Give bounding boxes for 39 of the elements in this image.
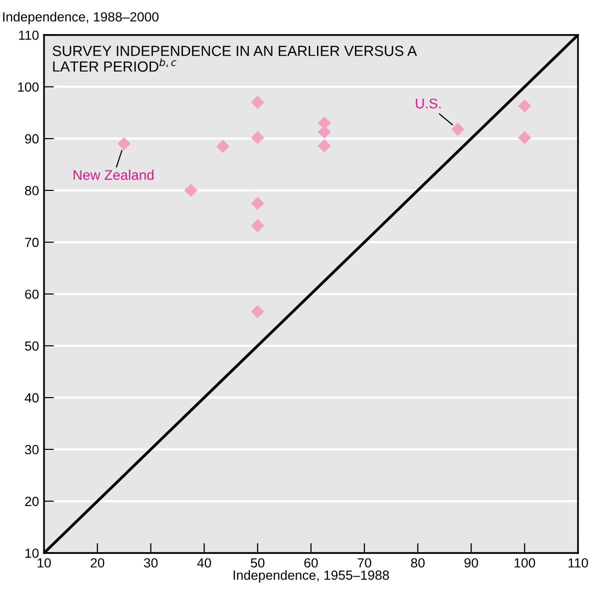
x-tick-label: 60	[304, 558, 318, 568]
text: SURVEY INDEPENDENCE IN AN EARLIER VERSUS A LATER PERIOD$^{b,c}$	[52, 46, 417, 72]
y-tick-label: 20	[25, 496, 39, 506]
x-tick-label: 90	[464, 558, 478, 568]
x-tick-label: 10	[38, 558, 51, 568]
y-tick-label: 70	[25, 238, 39, 248]
x-tick-label: 30	[144, 558, 158, 568]
x-tick-label: 100	[514, 558, 536, 568]
x-tick-label: 20	[90, 558, 104, 568]
point	[251, 305, 264, 318]
point	[118, 137, 131, 150]
point	[518, 130, 532, 144]
point	[518, 99, 532, 113]
y-tick-label: 30	[24, 444, 39, 454]
y-tick-label: 80	[25, 186, 39, 196]
x-axis-title: Independence, 1955–1988	[234, 570, 389, 582]
x-tick-label: 80	[411, 558, 425, 568]
point	[251, 219, 264, 232]
point	[184, 184, 198, 197]
annotation: New Zealand	[74, 170, 154, 180]
point	[251, 196, 264, 210]
point	[216, 140, 230, 153]
x-tick-label: 50	[250, 558, 264, 568]
x-tick-label: 110	[568, 558, 588, 568]
y-tick-label: 90	[25, 134, 39, 144]
x-tick-label: 70	[358, 558, 372, 568]
y-tick-label: 60	[25, 290, 39, 299]
point	[451, 122, 464, 136]
y-tick-label: 50	[24, 341, 39, 351]
y-tick-label: 40	[24, 393, 39, 403]
annotation: U.S.	[416, 98, 441, 108]
y-tick-label: 10	[25, 548, 39, 558]
x-tick-label: 40	[197, 558, 212, 568]
y-tick-label: 110	[19, 30, 39, 40]
point	[318, 139, 331, 152]
point	[251, 96, 264, 109]
y-tick-label: 100	[18, 82, 39, 92]
point	[251, 130, 264, 144]
y-axis-title: Independence, 1988–2000	[3, 12, 159, 24]
